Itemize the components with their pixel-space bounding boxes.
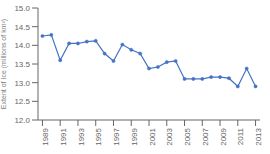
svg-text:2009: 2009 — [219, 127, 228, 145]
svg-text:2007: 2007 — [201, 127, 210, 145]
svg-text:1993: 1993 — [77, 127, 86, 145]
svg-text:14.5: 14.5 — [14, 23, 30, 32]
svg-text:1999: 1999 — [130, 127, 139, 145]
svg-text:2005: 2005 — [183, 127, 192, 145]
svg-text:2013: 2013 — [254, 127, 262, 145]
svg-text:1995: 1995 — [94, 127, 103, 145]
svg-text:12.0: 12.0 — [14, 116, 30, 125]
svg-text:1991: 1991 — [59, 127, 68, 145]
svg-text:2011: 2011 — [236, 127, 245, 145]
svg-text:12.5: 12.5 — [14, 97, 30, 106]
svg-text:13.5: 13.5 — [14, 60, 30, 69]
svg-text:2003: 2003 — [165, 127, 174, 145]
svg-text:15.0: 15.0 — [14, 4, 30, 13]
svg-text:1989: 1989 — [41, 127, 50, 145]
svg-text:13.0: 13.0 — [14, 79, 30, 88]
svg-text:1997: 1997 — [112, 127, 121, 145]
svg-text:Extent of Ice (millions of km²: Extent of Ice (millions of km²) — [8, 19, 9, 109]
svg-text:14.0: 14.0 — [14, 41, 30, 50]
svg-text:2001: 2001 — [148, 127, 157, 145]
